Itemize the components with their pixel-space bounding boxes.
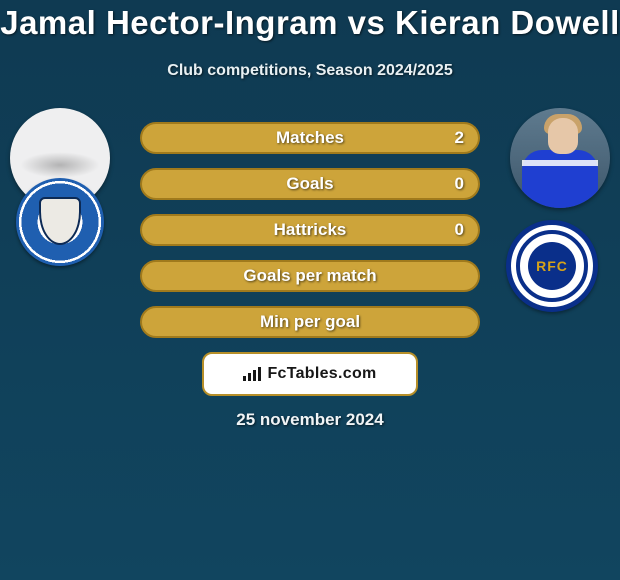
club-right-crest: RFC	[506, 220, 598, 312]
comparison-card: Jamal Hector-Ingram vs Kieran Dowell Clu…	[0, 0, 620, 580]
stat-bar-value-right: 0	[455, 216, 464, 244]
stat-bar-value-right: 2	[455, 124, 464, 152]
stat-bar-label: Hattricks	[142, 216, 478, 244]
comparison-date: 25 november 2024	[0, 410, 620, 430]
subtitle: Club competitions, Season 2024/2025	[0, 62, 620, 80]
stat-bar-label: Goals	[142, 170, 478, 198]
stat-bar-label: Min per goal	[142, 308, 478, 336]
player-right-photo	[510, 108, 610, 208]
stat-bar: Hattricks0	[140, 214, 480, 246]
stat-bar-value-right: 0	[455, 170, 464, 198]
stat-bar: Goals per match	[140, 260, 480, 292]
stat-bar-label: Goals per match	[142, 262, 478, 290]
stat-bar: Matches2	[140, 122, 480, 154]
bar-chart-icon	[243, 367, 261, 381]
stat-bar-label: Matches	[142, 124, 478, 152]
stat-bar: Min per goal	[140, 306, 480, 338]
page-title: Jamal Hector-Ingram vs Kieran Dowell	[0, 4, 620, 42]
stat-bars: Matches2Goals0Hattricks0Goals per matchM…	[140, 122, 480, 352]
stat-bar: Goals0	[140, 168, 480, 200]
watermark-text: FcTables.com	[267, 365, 376, 383]
watermark-badge: FcTables.com	[202, 352, 418, 396]
club-left-crest	[16, 178, 104, 266]
